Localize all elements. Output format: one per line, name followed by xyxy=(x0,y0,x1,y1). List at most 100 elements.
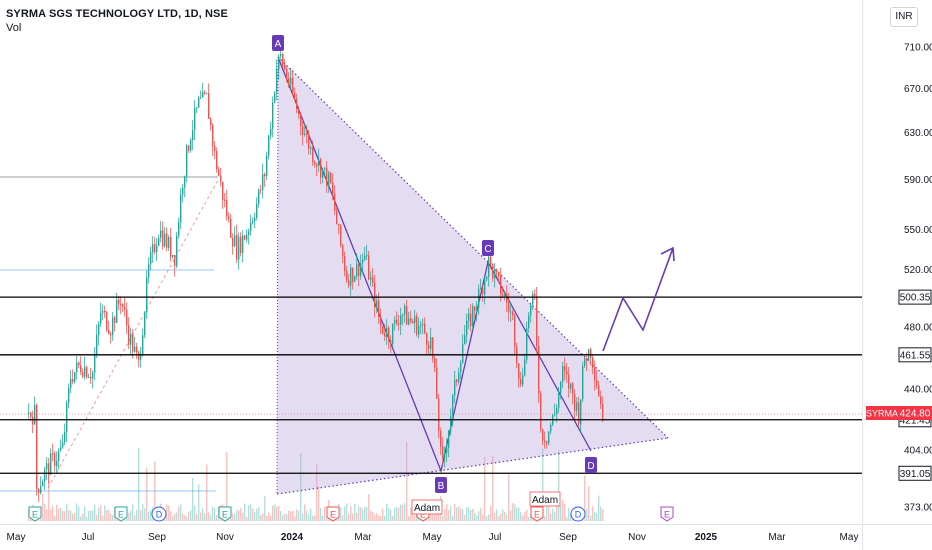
candle-body xyxy=(528,315,530,329)
candle-body xyxy=(482,287,484,295)
horizontal-levels[interactable] xyxy=(0,296,862,474)
volume-bar xyxy=(432,514,434,521)
chart-legend: SYRMA SGS TECHNOLOGY LTD, 1D, NSE Vol xyxy=(6,7,228,35)
candle-body xyxy=(572,383,574,395)
earnings-marker xyxy=(28,506,42,522)
candle-body xyxy=(322,169,324,178)
candle-body xyxy=(602,404,604,421)
symbol-title: SYRMA SGS TECHNOLOGY LTD, 1D, NSE xyxy=(6,8,228,20)
volume-bar xyxy=(62,510,64,521)
candle-body xyxy=(434,358,436,368)
volume-bar xyxy=(208,512,210,521)
candle-body xyxy=(258,189,260,204)
volume-bar xyxy=(258,507,260,521)
candle-body xyxy=(54,453,56,467)
candle-body xyxy=(560,382,562,394)
volume-bar xyxy=(108,510,110,521)
candle-body xyxy=(536,295,538,346)
volume-bar xyxy=(480,508,482,521)
volume-bar xyxy=(262,513,264,521)
volume-bar xyxy=(140,510,142,521)
volume-bar xyxy=(216,515,218,521)
volume-bar xyxy=(180,504,182,521)
candle-body xyxy=(256,203,258,218)
volume-bar xyxy=(524,512,526,521)
candle-body xyxy=(420,324,422,327)
candle-body xyxy=(292,77,294,93)
volume-bar xyxy=(520,512,522,521)
candle-body xyxy=(110,333,112,336)
event-marker-label: E xyxy=(534,510,540,520)
volume-bar xyxy=(484,456,486,521)
volume-bar xyxy=(290,511,292,521)
price-tick-label: 440.00 xyxy=(904,384,932,395)
candle-body xyxy=(466,320,468,336)
volume-bar xyxy=(542,448,544,521)
point-label-b: B xyxy=(438,481,445,492)
volume-bar xyxy=(172,515,174,521)
volume-bar xyxy=(110,513,112,521)
projection-path[interactable] xyxy=(602,246,675,352)
candle-body xyxy=(474,306,476,311)
candle-body xyxy=(456,379,458,383)
candle-body xyxy=(96,334,98,356)
candle-body xyxy=(38,488,40,493)
volume-bar xyxy=(104,505,106,521)
volume-bar xyxy=(144,508,146,521)
price-tick-label: 520.00 xyxy=(904,265,932,276)
volume-bar xyxy=(268,512,270,521)
candle-body xyxy=(498,272,500,276)
point-label-a: A xyxy=(275,39,282,50)
volume-bar xyxy=(564,504,566,521)
volume-bar xyxy=(518,507,520,521)
candle-body xyxy=(504,294,506,296)
candle-body xyxy=(408,318,410,325)
candle-body xyxy=(424,323,426,334)
candle-body xyxy=(188,145,190,151)
candle-body xyxy=(152,244,154,253)
price-tick-label: 404.00 xyxy=(904,446,932,457)
time-tick-label: Mar xyxy=(768,532,786,543)
level-label-box xyxy=(898,347,932,363)
volume-bar xyxy=(552,508,554,521)
candle-body xyxy=(170,237,172,257)
price-axis[interactable]: 710.00 670.00 630.00 590.00 550.00 520.00 480.… xyxy=(864,43,932,514)
candle-body xyxy=(546,441,548,444)
time-tick-label: Sep xyxy=(148,532,166,543)
volume-bar xyxy=(302,513,304,521)
volume-bar xyxy=(178,506,180,521)
volume-bar xyxy=(112,515,114,521)
volume-bar xyxy=(404,503,406,521)
volume-bar xyxy=(80,516,82,521)
volume-bar xyxy=(446,504,448,521)
candle-body xyxy=(470,313,472,327)
currency-button[interactable]: INR xyxy=(890,7,918,27)
volume-bar xyxy=(410,507,412,521)
candle-body xyxy=(490,256,492,265)
candle-body xyxy=(332,182,334,194)
time-tick-label: May xyxy=(7,532,26,543)
candle-body xyxy=(478,288,480,308)
dividend-marker xyxy=(570,506,586,522)
volume-bar xyxy=(528,516,530,521)
time-axis[interactable]: May Jul Sep Nov 2024 Mar May Jul Sep Nov 2025 Mar Ma… xyxy=(7,532,859,543)
candle-body xyxy=(156,245,158,252)
point-badge-b xyxy=(435,477,447,493)
volume-bar xyxy=(186,516,188,521)
volume-bar xyxy=(592,506,594,521)
candle-body xyxy=(184,176,186,188)
volume-bar xyxy=(64,511,66,521)
volume-bar xyxy=(274,504,276,521)
volume-bar xyxy=(370,510,372,521)
volume-bar xyxy=(66,503,68,521)
candle-body xyxy=(176,235,178,266)
candle-body xyxy=(344,256,346,271)
volume-bar xyxy=(78,506,80,521)
candle-body xyxy=(592,357,594,368)
candle-body xyxy=(80,365,82,372)
volume-bar xyxy=(132,504,134,521)
time-tick-label: Jul xyxy=(489,532,502,543)
volume-bar xyxy=(48,474,50,521)
